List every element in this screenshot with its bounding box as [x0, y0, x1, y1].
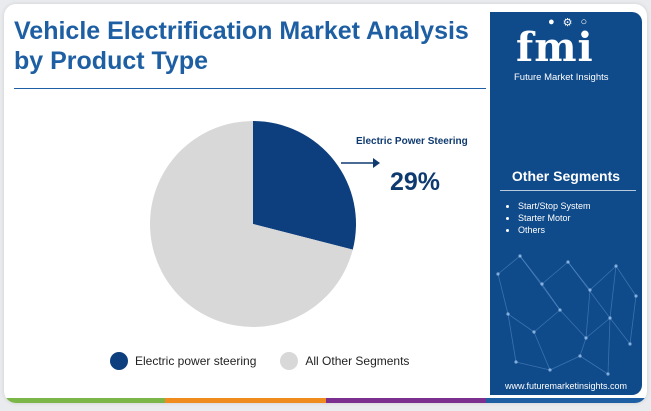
network-line [607, 317, 611, 375]
chart-legend: Electric power steering All Other Segmen… [110, 352, 433, 370]
legend-swatch [110, 352, 128, 370]
network-node [608, 316, 612, 320]
network-line [567, 261, 591, 291]
bottom-bar-segment [164, 398, 326, 403]
legend-item-all-other-segments: All Other Segments [280, 352, 409, 370]
page-title: Vehicle Electrification Market Analysis … [14, 17, 469, 75]
network-line [515, 361, 551, 371]
network-node [634, 294, 638, 298]
network-node [628, 342, 632, 346]
side-panel: ● ⚙ ○ fmi Future Market Insights Other S… [490, 12, 642, 395]
pie-slice-electric-power-steering [253, 121, 356, 250]
callout-value: 29% [390, 168, 441, 196]
network-node [540, 282, 544, 286]
legend-item-electric-power-steering: Electric power steering [110, 352, 256, 370]
network-line [519, 255, 543, 285]
network-line [541, 283, 561, 311]
website-link[interactable]: www.futuremarketinsights.com [504, 381, 628, 391]
title-divider [14, 88, 486, 89]
pie-chart [150, 121, 356, 327]
segment-item: Others [518, 224, 591, 236]
network-node [496, 272, 500, 276]
bottom-bar-segment [325, 398, 487, 403]
brand-logo: fmi [516, 24, 594, 71]
network-line [497, 255, 521, 275]
brand-name: Future Market Insights [514, 72, 609, 83]
legend-label: Electric power steering [135, 354, 257, 368]
network-decoration [496, 254, 638, 376]
network-line [519, 255, 561, 311]
network-node [548, 368, 552, 372]
legend-label: All Other Segments [305, 354, 410, 368]
network-node [578, 354, 582, 358]
network-line [533, 309, 561, 333]
segments-title: Other Segments [511, 168, 621, 184]
network-line [609, 265, 617, 319]
segments-divider [500, 190, 636, 191]
network-line [585, 289, 591, 339]
network-line [629, 295, 637, 345]
bottom-bar-segment [4, 398, 165, 403]
network-line [507, 313, 517, 363]
network-node [584, 336, 588, 340]
globe-icon: ○ [580, 16, 588, 28]
callout-arrow-icon [341, 158, 380, 168]
report-card: Vehicle Electrification Market Analysis … [4, 4, 647, 403]
network-line [585, 317, 611, 339]
bottom-bar-segment [486, 398, 647, 403]
network-line [533, 331, 551, 371]
segment-item: Starter Motor [518, 212, 591, 224]
bottom-color-bar [4, 398, 647, 403]
network-node [606, 372, 610, 376]
network-line [579, 355, 609, 375]
network-line [559, 309, 587, 339]
network-line [589, 265, 617, 291]
logo-icons: ● ⚙ ○ [548, 16, 587, 29]
network-line [549, 355, 581, 371]
segments-list: Start/Stop System Starter Motor Others [506, 200, 591, 236]
gear-icon: ⚙ [562, 17, 573, 29]
network-node [532, 330, 536, 334]
legend-swatch [280, 352, 299, 370]
network-line [579, 337, 587, 357]
network-line [609, 317, 631, 345]
network-node [518, 254, 522, 258]
network-line [541, 261, 569, 285]
network-node [566, 260, 570, 264]
callout-label: Electric Power Steering [356, 136, 468, 147]
network-line [497, 273, 509, 315]
network-node [514, 360, 518, 364]
segment-item: Start/Stop System [518, 200, 591, 212]
car-icon: ● [548, 16, 555, 28]
pie-slice-all-other-segments [150, 121, 353, 327]
network-line [507, 313, 535, 333]
network-node [614, 264, 618, 268]
network-node [588, 288, 592, 292]
network-line [615, 265, 637, 297]
network-node [506, 312, 510, 316]
network-node [558, 308, 562, 312]
